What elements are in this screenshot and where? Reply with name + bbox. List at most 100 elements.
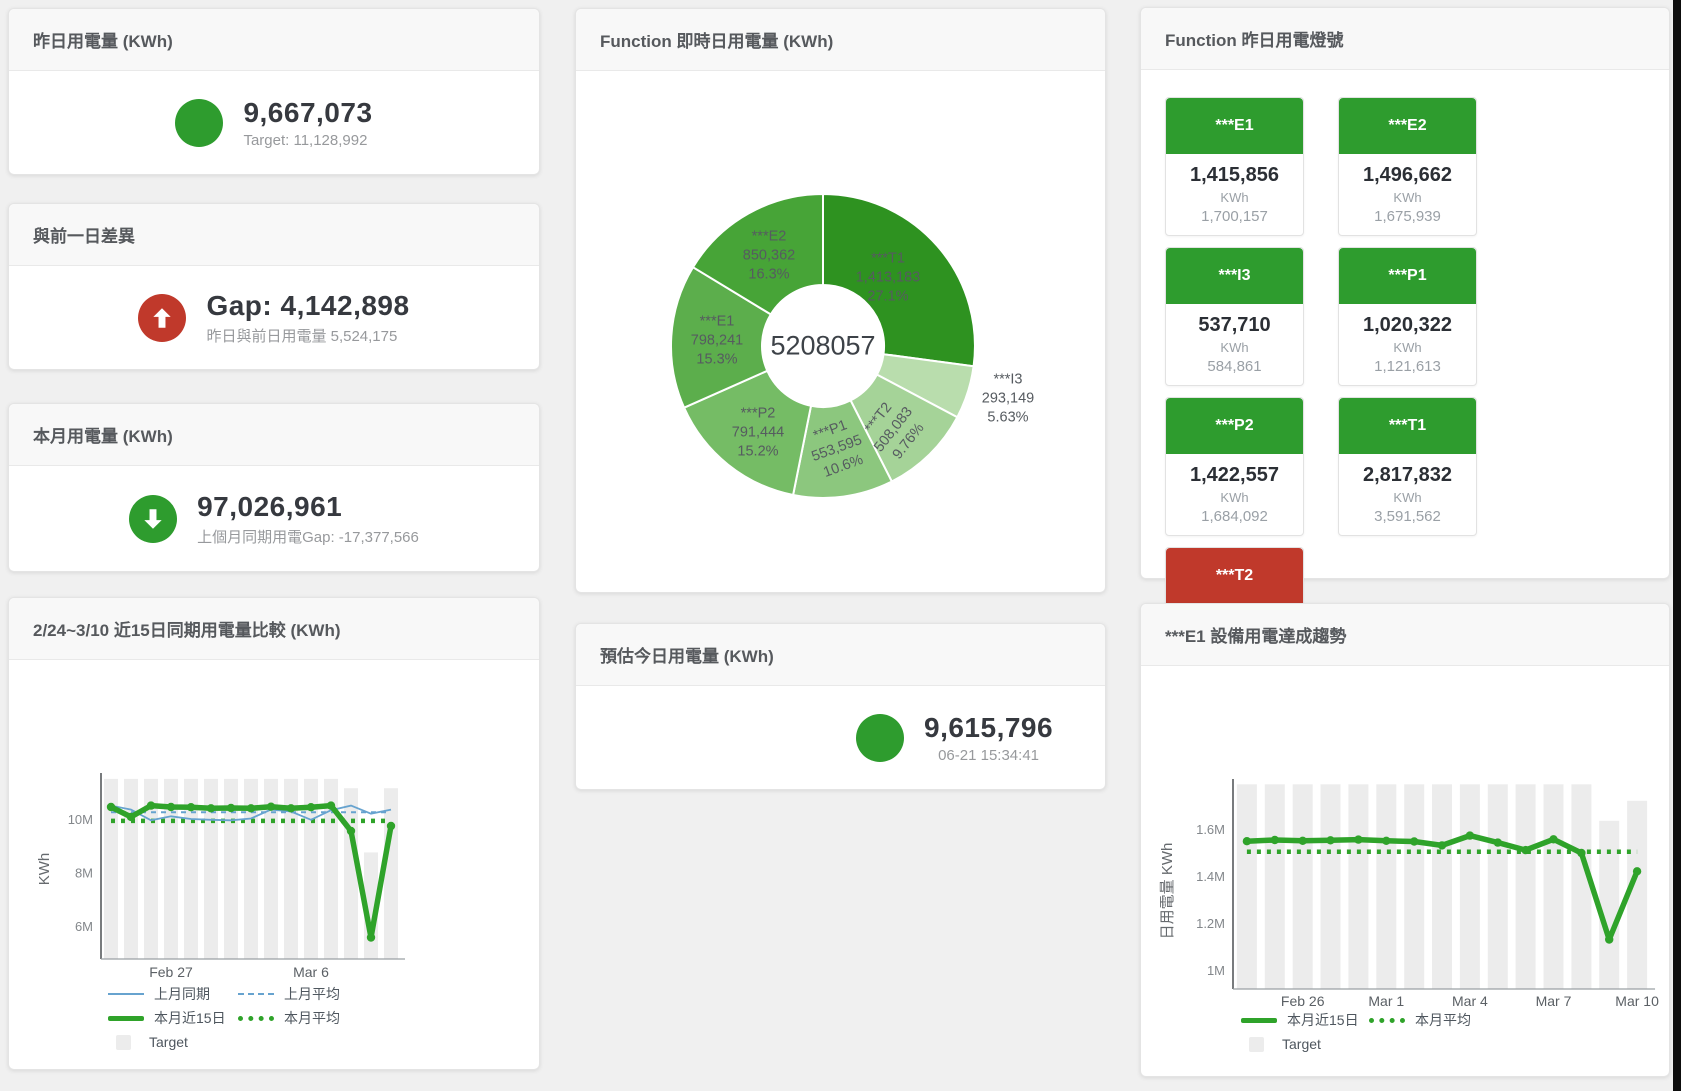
legend-item[interactable]: Target <box>108 1032 238 1052</box>
legend-swatch-dotted-icon <box>1369 1017 1405 1023</box>
tile-value: 1,020,322 <box>1363 314 1452 336</box>
card-title-text: 預估今日用電量 (KWh) <box>600 647 774 666</box>
stat-text: 97,026,961 上個月同期用電Gap: -17,377,566 <box>197 491 419 547</box>
svg-text:1.4M: 1.4M <box>1196 869 1225 884</box>
stat-row: Gap: 4,142,898 昨日與前日用電量 5,524,175 <box>9 266 539 370</box>
tile-name: ***I3 <box>1166 248 1303 304</box>
legend-label: 上月同期 <box>154 986 210 1002</box>
green-status-circle-icon <box>856 714 904 762</box>
legend-swatch-box-icon <box>116 1034 131 1050</box>
stat-row: 9,615,796 06-21 15:34:41 <box>576 686 1105 790</box>
tile-unit: KWh <box>1393 340 1422 355</box>
svg-text:10M: 10M <box>68 812 93 827</box>
tile-target: 1,121,613 <box>1374 358 1441 375</box>
legend-item[interactable]: 上月同期 <box>108 984 238 1004</box>
stat-subtitle: 上個月同期用電Gap: -17,377,566 <box>197 529 419 546</box>
donut-slice-label-E2: ***E2 850,362 16.3% <box>742 228 796 283</box>
legend-item[interactable]: 本月平均 <box>1369 1010 1471 1030</box>
stat-row: 9,667,073 Target: 11,128,992 <box>9 71 539 175</box>
tile-unit: KWh <box>1220 340 1249 355</box>
donut-slice-label-T1: ***T1 1,413,183 27.1% <box>855 250 921 305</box>
card-estimate-today: 預估今日用電量 (KWh) 9,615,796 06-21 15:34:41 <box>575 623 1106 790</box>
tile-name: ***T2 <box>1166 548 1303 604</box>
tile-unit: KWh <box>1220 490 1249 505</box>
svg-text:日用電量 KWh: 日用電量 KWh <box>1159 843 1176 940</box>
chart-legend: 上月同期 上月平均本月近15日 本月平均 Target <box>108 984 340 1052</box>
arrow-down-circle-icon <box>129 495 178 543</box>
legend-label: 本月近15日 <box>1287 1012 1359 1028</box>
stat-timestamp: 06-21 15:34:41 <box>938 747 1039 764</box>
svg-text:Feb 27: Feb 27 <box>149 964 193 980</box>
legend-item[interactable]: 上月平均 <box>238 984 340 1004</box>
tile-name: ***T1 <box>1339 398 1476 454</box>
legend-swatch-thick-icon <box>108 1015 144 1021</box>
card-compare-15days: 2/24~3/10 近15日同期用電量比較 (KWh) 6M 8M 10M Feb 2… <box>8 597 540 1070</box>
stat-row: 97,026,961 上個月同期用電Gap: -17,377,566 <box>9 466 539 572</box>
legend-swatch-dotted-icon <box>238 1015 274 1021</box>
tile-target: 1,684,092 <box>1201 508 1268 525</box>
stat-value: Gap: 4,142,898 <box>206 290 410 321</box>
legend-label: 本月近15日 <box>154 1010 226 1026</box>
svg-text:Mar 6: Mar 6 <box>293 964 329 980</box>
legend-label: 本月平均 <box>284 1010 340 1026</box>
trend-chart: 1M 1.2M 1.4M 1.6M Feb 26 Mar 1 Mar 4 Mar 7 Mar 1… <box>1141 604 1669 1076</box>
card-title: 昨日用電量 (KWh) <box>9 9 539 71</box>
tile-target: 3,591,562 <box>1374 508 1441 525</box>
card-realtime-donut: Function 即時日用電量 (KWh) 5208057 ***T1 1,413… <box>575 8 1106 593</box>
donut-slice-label-I3: ***I3 293,149 5.63% <box>981 371 1035 426</box>
svg-text:1.6M: 1.6M <box>1196 822 1225 837</box>
card-title: 預估今日用電量 (KWh) <box>576 624 1105 686</box>
donut-chart: 5208057 ***T1 1,413,183 27.1% ***I3 293,149 5… <box>576 9 1105 592</box>
card-title: 2/24~3/10 近15日同期用電量比較 (KWh) <box>9 598 539 660</box>
legend-item[interactable]: Target <box>1241 1034 1369 1054</box>
stat-text: 9,615,796 06-21 15:34:41 <box>924 712 1053 764</box>
compare-chart: 6M 8M 10M Feb 27 Mar 6 KWh 上月同期 上月平均 本月近15日 本月平均 T… <box>9 598 539 1069</box>
tile-name: ***P2 <box>1166 398 1303 454</box>
tile-name: ***E1 <box>1166 98 1303 154</box>
card-title-text: Function 昨日用電燈號 <box>1165 31 1344 50</box>
stat-value: 9,615,796 <box>924 712 1054 743</box>
tile-unit: KWh <box>1393 190 1422 205</box>
status-tile-P2: ***P2 1,422,557 KWh 1,684,092 <box>1165 397 1304 536</box>
card-month-usage: 本月用電量 (KWh) 97,026,961 上個月同期用電Gap: -17,3… <box>8 403 540 572</box>
card-diff-prev-day: 與前一日差異 Gap: 4,142,898 昨日與前日用電量 5,524,175 <box>8 203 540 370</box>
stat-subtitle: 昨日與前日用電量 5,524,175 <box>206 328 398 345</box>
card-title: Function 昨日用電燈號 <box>1141 8 1669 70</box>
card-title-text: 本月用電量 (KWh) <box>33 427 173 446</box>
legend-swatch-dashed-icon <box>238 993 274 995</box>
stat-text: 9,667,073 Target: 11,128,992 <box>243 97 372 149</box>
status-tile-E1: ***E1 1,415,856 KWh 1,700,157 <box>1165 97 1304 236</box>
legend-swatch-thick-icon <box>1241 1017 1277 1023</box>
donut-slice-label-P2: ***P2 791,444 15.2% <box>731 405 785 460</box>
card-yesterday-usage: 昨日用電量 (KWh) 9,667,073 Target: 11,128,992 <box>8 8 540 175</box>
legend-item[interactable]: 本月近15日 <box>1241 1010 1369 1030</box>
tile-value: 537,710 <box>1198 314 1271 336</box>
status-tile-I3: ***I3 537,710 KWh 584,861 <box>1165 247 1304 386</box>
legend-label: Target <box>1282 1036 1321 1052</box>
page-scrollbar[interactable] <box>1673 0 1681 1091</box>
stat-subtitle: Target: 11,128,992 <box>243 132 368 149</box>
svg-text:Mar 4: Mar 4 <box>1452 993 1488 1009</box>
donut-center-total: 5208057 <box>770 330 876 361</box>
svg-text:1.2M: 1.2M <box>1196 916 1225 931</box>
svg-text:Mar 1: Mar 1 <box>1368 993 1404 1009</box>
tile-unit: KWh <box>1393 490 1422 505</box>
green-status-circle-icon <box>175 99 224 147</box>
stat-value: 97,026,961 <box>197 491 343 522</box>
tile-value: 1,496,662 <box>1363 164 1452 186</box>
legend-swatch-line-icon <box>108 993 144 995</box>
card-title: 本月用電量 (KWh) <box>9 404 539 466</box>
legend-label: 本月平均 <box>1415 1012 1471 1028</box>
stat-text: Gap: 4,142,898 昨日與前日用電量 5,524,175 <box>206 290 409 346</box>
svg-text:Feb 26: Feb 26 <box>1281 993 1325 1009</box>
status-tile-T1: ***T1 2,817,832 KWh 3,591,562 <box>1338 397 1477 536</box>
chart-legend: 本月近15日 本月平均 Target <box>1241 1010 1471 1054</box>
legend-item[interactable]: 本月近15日 <box>108 1008 238 1028</box>
svg-text:8M: 8M <box>75 866 93 881</box>
tile-target: 1,675,939 <box>1374 208 1441 225</box>
svg-text:Mar 7: Mar 7 <box>1536 993 1572 1009</box>
svg-text:Mar 10: Mar 10 <box>1615 993 1659 1009</box>
legend-item[interactable]: 本月平均 <box>238 1008 340 1028</box>
legend-label: 上月平均 <box>284 986 340 1002</box>
